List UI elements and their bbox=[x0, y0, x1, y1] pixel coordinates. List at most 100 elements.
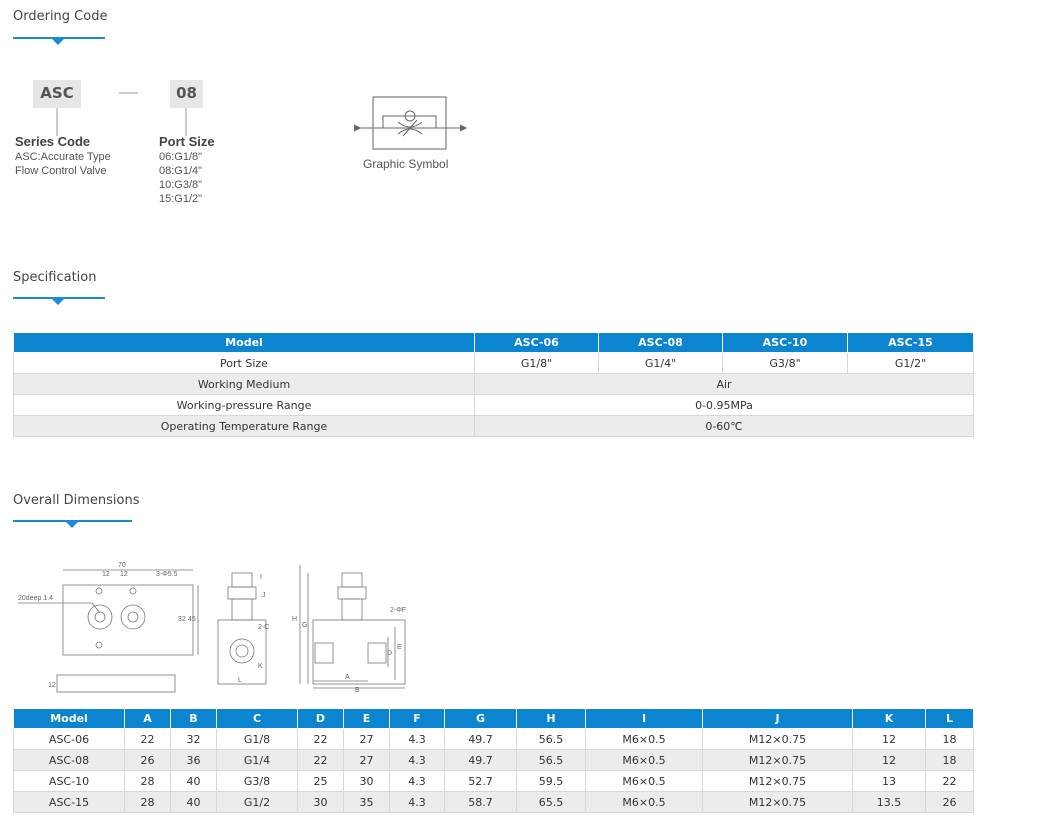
dimension-label: A bbox=[345, 674, 350, 681]
table-row: Working-pressure Range 0-0.95MPa bbox=[13, 394, 974, 416]
code-part: 08 bbox=[170, 80, 203, 108]
table-cell: Air bbox=[474, 373, 974, 395]
dimension-label: L bbox=[238, 677, 242, 684]
table-cell: G3/8" bbox=[722, 352, 848, 374]
dimension-label: D bbox=[387, 650, 392, 657]
header-cell: L bbox=[925, 708, 974, 729]
table-cell: 36 bbox=[170, 749, 217, 771]
table-cell: 18 bbox=[925, 749, 974, 771]
table-cell: 13 bbox=[852, 770, 926, 792]
header-cell: C bbox=[216, 708, 298, 729]
header-cell: Model bbox=[13, 708, 125, 729]
table-cell: 35 bbox=[343, 791, 390, 813]
table-cell: M6×0.5 bbox=[585, 770, 703, 792]
header-row: Model ASC-06 ASC-08 ASC-10 ASC-15 bbox=[13, 332, 974, 353]
table-cell: 28 bbox=[124, 791, 171, 813]
series-line: Flow Control Valve bbox=[15, 165, 107, 177]
dimension-label: 20deep 1.4 bbox=[18, 595, 53, 602]
section-heading: Specification bbox=[13, 270, 97, 285]
table-cell: G1/4 bbox=[216, 749, 298, 771]
dimension-label: B bbox=[355, 687, 360, 694]
table-cell: G1/2" bbox=[847, 352, 974, 374]
series-label: Series Code bbox=[15, 134, 91, 149]
dimension-label: 70 bbox=[118, 562, 126, 569]
table-cell: 40 bbox=[170, 791, 217, 813]
header-cell: ASC-10 bbox=[722, 332, 848, 353]
table-cell: 49.7 bbox=[444, 749, 517, 771]
table-row: Operating Temperature Range 0-60℃ bbox=[13, 415, 974, 437]
table-cell: 27 bbox=[343, 728, 390, 750]
dimension-label: 2-C bbox=[258, 624, 269, 631]
table-cell: G1/8" bbox=[474, 352, 599, 374]
symbol-caption: Graphic Symbol bbox=[363, 157, 449, 171]
table-cell: 4.3 bbox=[389, 728, 445, 750]
dimension-label: J bbox=[262, 592, 266, 599]
dimension-label: 32 bbox=[178, 616, 186, 623]
heading-underline bbox=[13, 37, 105, 39]
table-cell: 25 bbox=[297, 770, 344, 792]
header-cell: B bbox=[170, 708, 217, 729]
table-cell: 12 bbox=[852, 728, 926, 750]
table-cell: M6×0.5 bbox=[585, 791, 703, 813]
table-cell: 26 bbox=[124, 749, 171, 771]
table-cell: ASC-06 bbox=[13, 728, 125, 750]
table-cell: 59.5 bbox=[516, 770, 586, 792]
header-cell: E bbox=[343, 708, 390, 729]
dimension-label: E bbox=[397, 644, 402, 651]
code-part: ASC bbox=[33, 80, 81, 108]
heading-marker bbox=[52, 299, 64, 305]
port-line: 15:G1/2" bbox=[159, 193, 203, 205]
table-cell: ASC-15 bbox=[13, 791, 125, 813]
series-line: ASC:Accurate Type bbox=[15, 151, 111, 163]
dimension-label: 12 bbox=[102, 571, 110, 578]
table-cell: M12×0.75 bbox=[702, 749, 853, 771]
table-cell: 22 bbox=[297, 728, 344, 750]
heading-underline bbox=[13, 297, 105, 299]
header-row: Model A B C D E F G H I J K L bbox=[13, 708, 974, 729]
port-label: Port Size bbox=[159, 134, 215, 149]
table-cell: 49.7 bbox=[444, 728, 517, 750]
table-cell: ASC-10 bbox=[13, 770, 125, 792]
table-cell: Working Medium bbox=[13, 373, 475, 395]
heading-marker bbox=[52, 39, 64, 45]
table-cell: 40 bbox=[170, 770, 217, 792]
table-row: ASC-15 28 40 G1/2 30 35 4.3 58.7 65.5 M6×0.5 M12×0… bbox=[13, 791, 974, 813]
table-cell: 12 bbox=[852, 749, 926, 771]
table-cell: G3/8 bbox=[216, 770, 298, 792]
spec-table: Model ASC-06 ASC-08 ASC-10 ASC-15 Port Size G1… bbox=[13, 332, 974, 437]
table-cell: 0-0.95MPa bbox=[474, 394, 974, 416]
table-cell: 56.5 bbox=[516, 749, 586, 771]
header-cell: ASC-08 bbox=[598, 332, 723, 353]
dimension-label: 45 bbox=[188, 616, 196, 623]
table-row: Working Medium Air bbox=[13, 373, 974, 395]
table-cell: G1/4" bbox=[598, 352, 723, 374]
header-cell: ASC-15 bbox=[847, 332, 974, 353]
table-cell: 58.7 bbox=[444, 791, 517, 813]
table-cell: 30 bbox=[297, 791, 344, 813]
table-row: ASC-06 22 32 G1/8 22 27 4.3 49.7 56.5 M6×0.5 M12×0… bbox=[13, 728, 974, 750]
table-cell: 22 bbox=[925, 770, 974, 792]
code-connectors bbox=[56, 92, 187, 136]
dimension-label: I bbox=[260, 574, 262, 581]
heading-underline bbox=[13, 520, 132, 522]
dimension-drawings: 70 12 12 3-Φ5.5 20deep 1.4 32 45 12 I J … bbox=[18, 562, 406, 694]
table-cell: 26 bbox=[925, 791, 974, 813]
graphic-symbol bbox=[353, 96, 468, 150]
dimension-label: 12 bbox=[120, 571, 128, 578]
header-cell: D bbox=[297, 708, 344, 729]
dimension-label: 2-ΦF bbox=[390, 607, 406, 614]
dimension-label: 12 bbox=[48, 682, 56, 689]
table-cell: 18 bbox=[925, 728, 974, 750]
table-row: ASC-08 26 36 G1/4 22 27 4.3 49.7 56.5 M6×0.5 M12×0… bbox=[13, 749, 974, 771]
table-cell: 4.3 bbox=[389, 749, 445, 771]
dimension-label: K bbox=[258, 663, 263, 670]
dimension-label: G bbox=[302, 622, 307, 629]
header-cell: J bbox=[702, 708, 853, 729]
table-cell: Working-pressure Range bbox=[13, 394, 475, 416]
table-row: ASC-10 28 40 G3/8 25 30 4.3 52.7 59.5 M6×0.5 M12×0… bbox=[13, 770, 974, 792]
table-cell: 22 bbox=[124, 728, 171, 750]
section-heading: Ordering Code bbox=[13, 9, 108, 24]
series-block: Series Code ASC:Accurate Type Flow Contr… bbox=[15, 135, 111, 178]
